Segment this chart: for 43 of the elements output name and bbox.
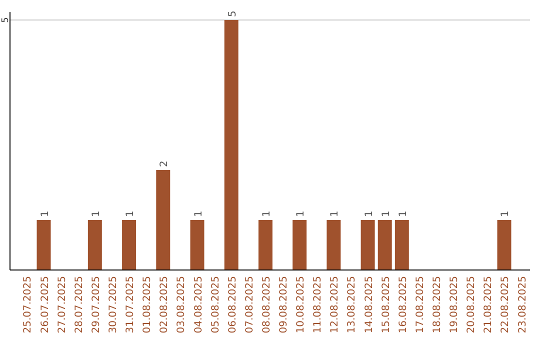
x-tick-label: 07.08.2025 [244, 276, 256, 334]
x-tick-label: 06.08.2025 [227, 276, 238, 334]
x-tick-label: 26.07.2025 [40, 276, 51, 334]
x-tick-label: 02.08.2025 [159, 276, 170, 334]
x-tick-label: 08.08.2025 [261, 276, 272, 334]
x-tick-label: 28.07.2025 [74, 276, 85, 334]
data-label: 5 [227, 10, 238, 17]
x-tick-label: 17.08.2025 [414, 276, 426, 334]
x-tick-label: 14.08.2025 [364, 276, 375, 334]
x-tick-label: 30.07.2025 [108, 276, 119, 334]
data-label: 1 [330, 210, 341, 217]
x-tick-label: 12.08.2025 [330, 276, 341, 334]
x-tick-label: 13.08.2025 [346, 276, 358, 334]
data-label: 2 [159, 160, 170, 167]
x-tick-label: 03.08.2025 [176, 276, 188, 334]
data-label: 1 [296, 210, 307, 217]
x-tick-label: 20.08.2025 [466, 276, 478, 334]
data-label: 1 [40, 210, 51, 217]
data-label: 1 [125, 210, 136, 217]
x-tick-label: 10.08.2025 [296, 276, 307, 334]
x-tick-label: 04.08.2025 [193, 276, 204, 334]
x-tick-label: 15.08.2025 [380, 276, 392, 334]
x-tick-label: 22.08.2025 [500, 276, 512, 334]
x-tick-label: 21.08.2025 [483, 276, 494, 334]
data-label: 1 [193, 210, 204, 217]
data-label: 1 [398, 210, 409, 217]
x-tick-label: 11.08.2025 [312, 276, 324, 334]
x-tick-label: 25.07.2025 [22, 276, 34, 334]
x-tick-label: 05.08.2025 [210, 276, 222, 334]
data-label: 1 [364, 210, 375, 217]
x-tick-label: 29.07.2025 [90, 276, 102, 334]
x-tick-label: 19.08.2025 [449, 276, 460, 334]
x-tick-label: 31.07.2025 [125, 276, 136, 334]
x-tick-label: 27.07.2025 [56, 276, 68, 334]
data-label: 1 [261, 210, 272, 217]
x-tick-label: 23.08.2025 [517, 276, 528, 334]
x-tick-label: 01.08.2025 [142, 276, 154, 334]
x-tick-label: 18.08.2025 [432, 276, 444, 334]
data-label: 1 [500, 210, 512, 217]
data-label: 1 [90, 210, 102, 217]
x-tick-label: 09.08.2025 [278, 276, 290, 334]
x-tick-label: 16.08.2025 [398, 276, 409, 334]
data-label: 1 [380, 210, 392, 217]
